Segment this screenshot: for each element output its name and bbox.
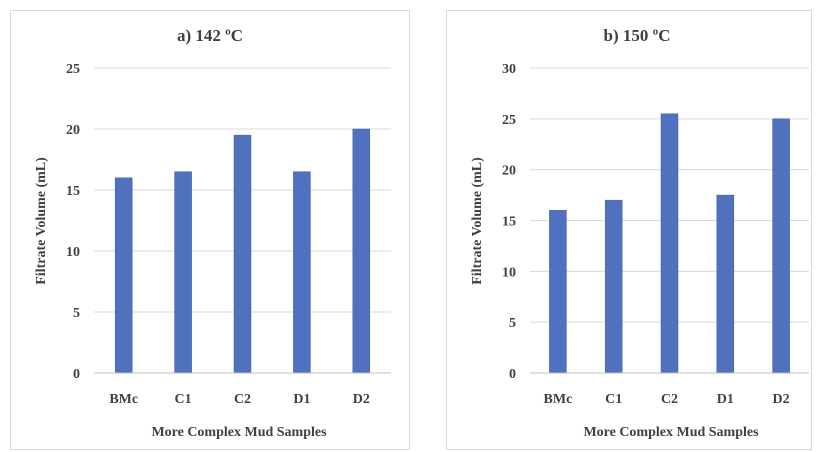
chart-a-x-tick: D1 <box>293 392 310 407</box>
chart-a-bar-d2 <box>352 128 371 374</box>
chart-b-x-tick: D2 <box>773 392 790 407</box>
chart-b-bar-bmc <box>549 210 567 374</box>
chart-a-x-tick: BMc <box>109 392 138 407</box>
chart-b-bar-c1 <box>604 199 623 374</box>
chart-b-y-tick: 25 <box>502 113 516 128</box>
chart-a-bar-bmc <box>114 177 133 374</box>
chart-b-y-tick: 15 <box>502 215 516 230</box>
chart-b-x-tick: C1 <box>605 392 622 407</box>
chart-a-y-tick: 5 <box>73 306 80 321</box>
chart-a-x-label: More Complex Mud Samples <box>151 425 327 440</box>
chart-a-y-ticks: 0 5 10 15 20 25 <box>66 62 80 382</box>
chart-a-bar-c2 <box>233 134 252 374</box>
chart-a-title: a) 142 ºC <box>177 26 243 45</box>
chart-panel-a: a) 142 ºC 0 5 10 15 20 25 BMc C1 C2 D1 D2 More Co… <box>10 10 410 450</box>
chart-b-y-tick: 5 <box>509 316 516 331</box>
chart-b-x-tick: BMc <box>544 392 573 407</box>
chart-b-bars <box>549 113 790 374</box>
chart-a-bar-c1 <box>174 171 192 374</box>
chart-b-title: b) 150 ºC <box>603 26 670 45</box>
chart-panel-b: b) 150 ºC 0 5 10 15 20 25 30 BMc C1 C2 D1 D2 More … <box>446 10 812 450</box>
chart-a-y-tick: 25 <box>66 62 80 77</box>
chart-b-bar-d2 <box>772 118 790 374</box>
chart-b-bar-c2 <box>660 113 679 374</box>
chart-a-x-tick: C2 <box>234 392 251 407</box>
chart-a-y-tick: 15 <box>66 184 80 199</box>
chart-b-y-tick: 0 <box>509 367 516 382</box>
chart-a-x-ticks: BMc C1 C2 D1 D2 <box>109 392 370 407</box>
chart-a-y-tick: 10 <box>66 245 80 260</box>
chart-a-y-tick: 0 <box>73 367 80 382</box>
chart-b-bar-d1 <box>716 194 735 374</box>
chart-b-x-ticks: BMc C1 C2 D1 D2 <box>544 392 790 407</box>
chart-b-y-tick: 30 <box>502 62 516 77</box>
chart-b-x-tick: D1 <box>717 392 734 407</box>
chart-b-x-label: More Complex Mud Samples <box>583 425 759 440</box>
chart-b-y-label: Filtrate Volume (mL) <box>470 157 485 285</box>
chart-b-x-tick: C2 <box>661 392 678 407</box>
chart-a-x-tick: D2 <box>353 392 370 407</box>
chart-a-svg: a) 142 ºC 0 5 10 15 20 25 BMc C1 C2 D1 D2 More Co… <box>34 26 391 440</box>
chart-b-svg: b) 150 ºC 0 5 10 15 20 25 30 BMc C1 C2 D1 D2 More … <box>470 26 809 440</box>
chart-b-y-tick: 20 <box>502 164 516 179</box>
chart-a-y-tick: 20 <box>66 123 80 138</box>
chart-a-bars <box>114 128 371 374</box>
chart-a-y-label: Filtrate Volume (mL) <box>34 157 49 285</box>
chart-a-bar-d1 <box>293 171 311 374</box>
chart-a-x-tick: C1 <box>175 392 192 407</box>
chart-b-y-tick: 10 <box>502 265 516 280</box>
chart-b-y-ticks: 0 5 10 15 20 25 30 <box>502 62 516 382</box>
